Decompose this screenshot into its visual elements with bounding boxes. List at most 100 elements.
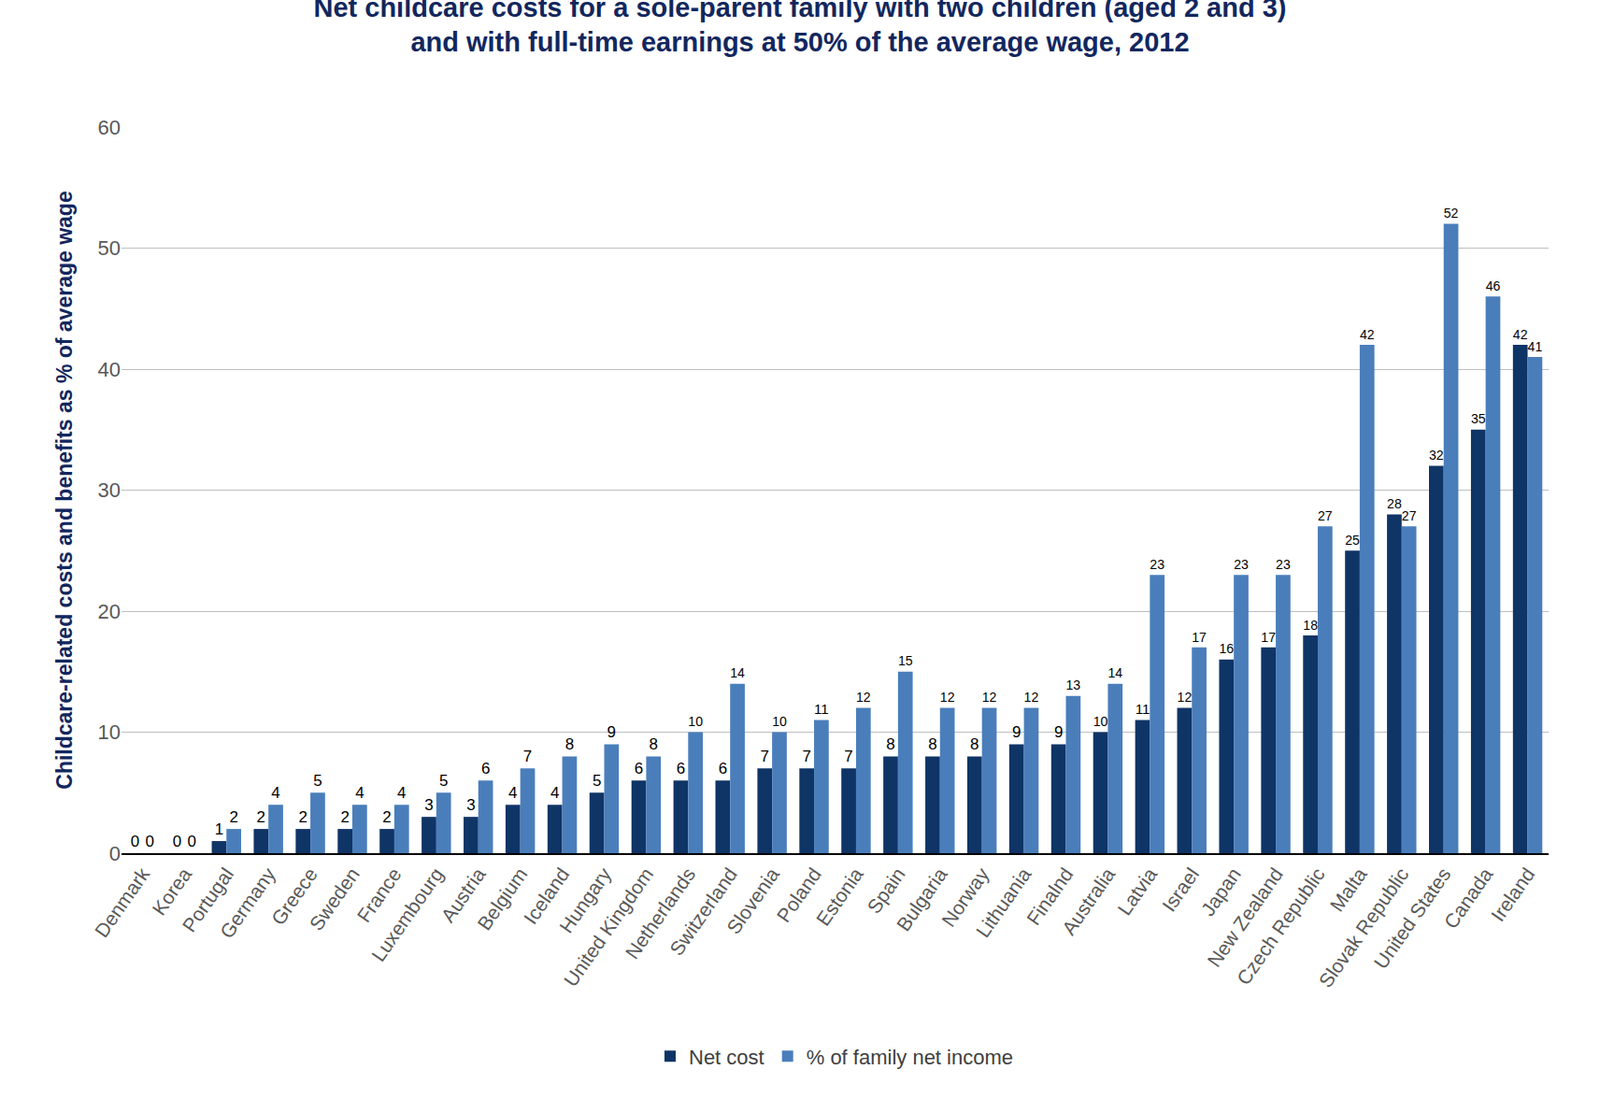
svg-text:0: 0 — [130, 832, 140, 851]
svg-text:50: 50 — [98, 236, 121, 260]
svg-text:Slovak Republic: Slovak Republic — [1314, 863, 1413, 992]
svg-text:4: 4 — [550, 784, 559, 802]
svg-text:8: 8 — [885, 735, 895, 754]
svg-text:Iceland: Iceland — [519, 863, 574, 929]
svg-text:10: 10 — [98, 720, 121, 744]
svg-text:12: 12 — [940, 689, 956, 705]
svg-text:4: 4 — [271, 784, 280, 802]
svg-text:13: 13 — [1066, 677, 1082, 693]
svg-text:3: 3 — [424, 796, 433, 815]
svg-text:17: 17 — [1260, 629, 1276, 645]
svg-text:Czech Republic: Czech Republic — [1232, 863, 1329, 989]
svg-text:4: 4 — [397, 784, 406, 802]
svg-text:Latvia: Latvia — [1113, 863, 1161, 919]
svg-text:0: 0 — [172, 832, 182, 851]
svg-text:New Zealand: New Zealand — [1202, 863, 1287, 972]
svg-text:9: 9 — [1054, 723, 1063, 742]
svg-text:11: 11 — [1135, 700, 1151, 717]
svg-text:17: 17 — [1191, 629, 1207, 645]
svg-text:12: 12 — [982, 689, 998, 705]
svg-text:10: 10 — [687, 714, 703, 729]
svg-text:2: 2 — [299, 808, 308, 827]
svg-text:Malta: Malta — [1325, 863, 1371, 916]
svg-text:Sweden: Sweden — [305, 863, 364, 934]
svg-text:40: 40 — [98, 357, 121, 382]
svg-text:12: 12 — [1177, 689, 1193, 705]
svg-text:2: 2 — [257, 808, 266, 827]
svg-text:7: 7 — [760, 747, 770, 766]
svg-text:7: 7 — [523, 747, 532, 766]
svg-text:42: 42 — [1359, 327, 1375, 343]
svg-text:28: 28 — [1386, 496, 1402, 512]
svg-text:35: 35 — [1471, 411, 1486, 427]
svg-text:9: 9 — [607, 723, 616, 742]
svg-text:Childcare-related costs and be: Childcare-related costs and benefits as … — [52, 190, 77, 789]
svg-text:Canada: Canada — [1439, 863, 1497, 933]
svg-text:Korea: Korea — [147, 863, 196, 919]
svg-text:Poland: Poland — [772, 863, 826, 927]
svg-text:52: 52 — [1443, 205, 1459, 221]
svg-text:Ireland: Ireland — [1486, 863, 1540, 926]
svg-text:Japan: Japan — [1196, 863, 1245, 920]
svg-text:25: 25 — [1344, 532, 1360, 548]
svg-text:4: 4 — [355, 784, 364, 802]
svg-text:6: 6 — [718, 759, 728, 778]
svg-text:20: 20 — [98, 600, 121, 624]
svg-text:United States: United States — [1369, 863, 1455, 972]
svg-text:Hungary: Hungary — [555, 863, 616, 938]
svg-text:12: 12 — [856, 689, 872, 705]
svg-text:% of family net income: % of family net income — [806, 1045, 1014, 1070]
svg-text:6: 6 — [676, 759, 686, 778]
svg-text:10: 10 — [1093, 714, 1109, 729]
svg-text:6: 6 — [634, 759, 643, 778]
svg-text:8: 8 — [928, 735, 937, 754]
svg-text:8: 8 — [970, 735, 979, 754]
svg-text:Austria: Austria — [436, 863, 490, 927]
svg-text:Bulgaria: Bulgaria — [892, 863, 952, 936]
svg-text:23: 23 — [1275, 557, 1291, 572]
svg-text:32: 32 — [1428, 447, 1444, 463]
svg-text:2: 2 — [228, 808, 238, 827]
svg-text:2: 2 — [340, 808, 349, 827]
svg-text:Germany: Germany — [215, 863, 281, 943]
svg-text:14: 14 — [1107, 665, 1123, 681]
svg-text:Net cost: Net cost — [688, 1045, 765, 1070]
svg-text:18: 18 — [1302, 617, 1318, 633]
svg-text:23: 23 — [1233, 557, 1249, 572]
svg-text:23: 23 — [1149, 557, 1165, 572]
svg-text:9: 9 — [1012, 723, 1021, 742]
svg-text:Portugal: Portugal — [177, 863, 238, 936]
svg-text:2: 2 — [382, 808, 391, 827]
svg-text:14: 14 — [729, 665, 745, 681]
svg-text:0: 0 — [145, 832, 155, 851]
svg-text:Luxembourg: Luxembourg — [367, 863, 448, 966]
svg-text:12: 12 — [1024, 689, 1040, 705]
svg-text:Israel: Israel — [1157, 863, 1203, 915]
svg-text:10: 10 — [771, 714, 787, 729]
svg-text:7: 7 — [843, 747, 853, 766]
svg-text:60: 60 — [98, 115, 121, 140]
svg-text:5: 5 — [313, 771, 322, 790]
svg-text:1: 1 — [214, 820, 224, 839]
svg-text:Greece: Greece — [267, 863, 322, 929]
svg-text:Finalnd: Finalnd — [1022, 863, 1077, 929]
svg-text:Slovenia: Slovenia — [722, 863, 784, 938]
svg-text:Spain: Spain — [862, 863, 910, 917]
svg-text:46: 46 — [1485, 278, 1501, 294]
svg-text:7: 7 — [801, 747, 811, 766]
svg-text:16: 16 — [1218, 641, 1234, 657]
svg-text:Norway: Norway — [937, 863, 994, 931]
svg-text:3: 3 — [466, 796, 475, 815]
svg-text:Australia: Australia — [1057, 863, 1120, 939]
svg-text:27: 27 — [1317, 508, 1333, 524]
svg-text:Netherlands: Netherlands — [620, 863, 700, 963]
svg-text:27: 27 — [1401, 508, 1417, 524]
svg-text:France: France — [352, 863, 405, 927]
svg-text:United Kingdom: United Kingdom — [559, 863, 658, 991]
svg-text:Denmark: Denmark — [90, 863, 155, 942]
svg-text:Net childcare costs for a sole: Net childcare costs for a sole-parent fa… — [313, 0, 1286, 58]
svg-text:41: 41 — [1528, 339, 1543, 355]
svg-text:5: 5 — [439, 771, 448, 790]
svg-text:Belgium: Belgium — [472, 863, 531, 934]
svg-text:8: 8 — [649, 735, 658, 754]
